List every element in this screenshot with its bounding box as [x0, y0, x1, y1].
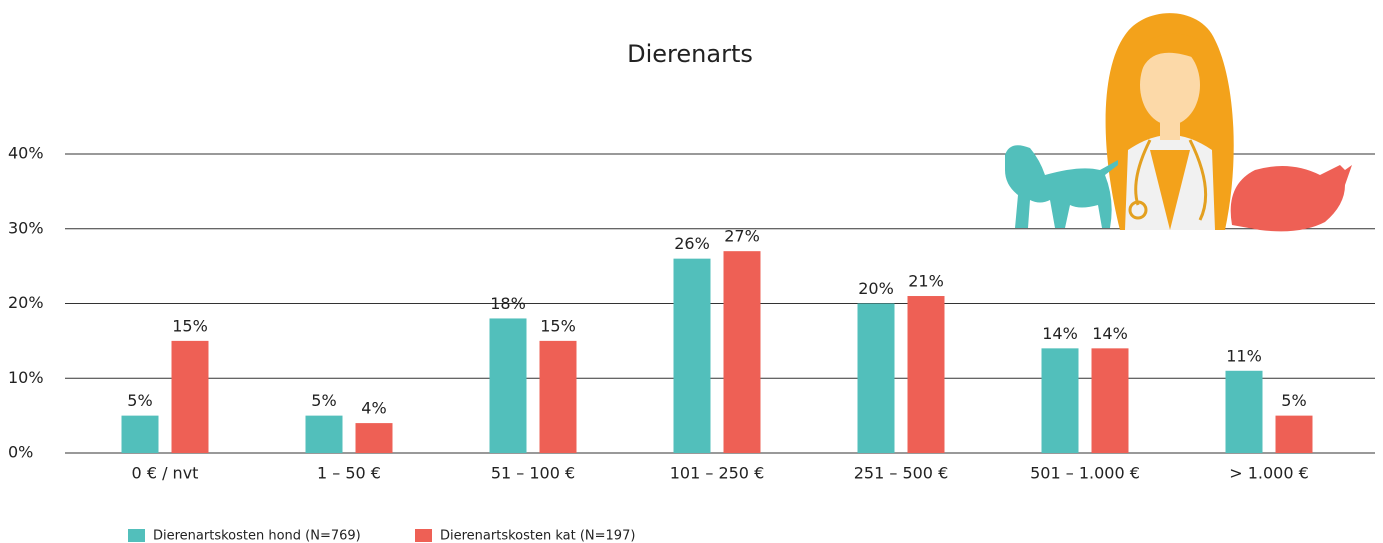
- y-tick-label: 20%: [8, 293, 44, 312]
- bar: [1041, 348, 1079, 453]
- bar: [673, 258, 711, 453]
- bar: [1091, 348, 1129, 453]
- value-label: 5%: [311, 391, 336, 410]
- legend-swatch: [415, 529, 432, 542]
- value-label: 21%: [908, 272, 944, 291]
- value-label: 5%: [127, 391, 152, 410]
- bar: [489, 318, 527, 453]
- x-tick-label: > 1.000 €: [1229, 464, 1309, 483]
- bar: [121, 415, 159, 453]
- value-label: 20%: [858, 279, 894, 298]
- value-label: 27%: [724, 227, 760, 246]
- bar: [355, 423, 393, 453]
- value-label: 11%: [1226, 346, 1262, 365]
- legend-label: Dierenartskosten hond (N=769): [153, 529, 361, 543]
- x-tick-label: 1 – 50 €: [317, 464, 381, 483]
- bar: [723, 251, 761, 453]
- bar: [907, 296, 945, 453]
- y-tick-label: 40%: [8, 144, 44, 163]
- value-label: 4%: [361, 399, 386, 418]
- value-label: 14%: [1092, 324, 1128, 343]
- legend-swatch: [128, 529, 145, 542]
- bar: [1275, 415, 1313, 453]
- x-tick-label: 501 – 1.000 €: [1030, 464, 1140, 483]
- chart-title: Dierenarts: [627, 40, 753, 68]
- bar: [1225, 370, 1263, 453]
- x-tick-label: 0 € / nvt: [132, 464, 199, 483]
- vet-illustration: [1005, 13, 1352, 232]
- bar: [539, 340, 577, 453]
- bar: [171, 340, 209, 453]
- x-tick-label: 251 – 500 €: [854, 464, 949, 483]
- value-label: 15%: [172, 316, 208, 335]
- y-tick-label: 10%: [8, 368, 44, 387]
- y-tick-label: 0%: [8, 443, 33, 462]
- value-label: 15%: [540, 316, 576, 335]
- legend-label: Dierenartskosten kat (N=197): [440, 529, 635, 543]
- x-tick-label: 101 – 250 €: [670, 464, 765, 483]
- bar: [857, 303, 895, 453]
- x-tick-label: 51 – 100 €: [491, 464, 575, 483]
- value-label: 5%: [1281, 391, 1306, 410]
- bar: [305, 415, 343, 453]
- value-label: 14%: [1042, 324, 1078, 343]
- value-label: 18%: [490, 294, 526, 313]
- value-label: 26%: [674, 234, 710, 253]
- y-tick-label: 30%: [8, 218, 44, 237]
